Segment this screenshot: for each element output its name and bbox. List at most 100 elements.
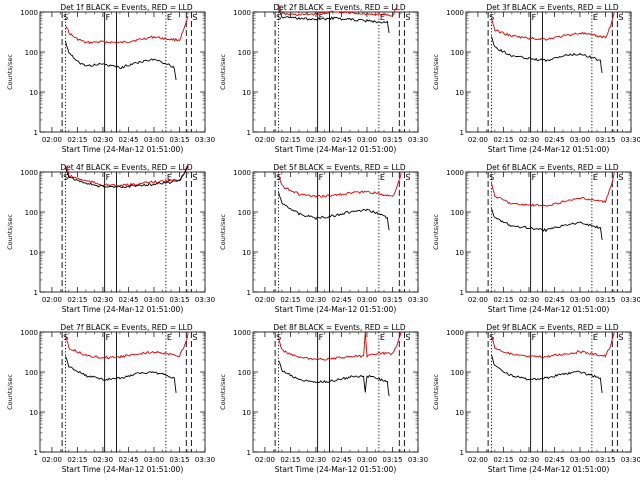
x-tick-label: 03:00	[570, 296, 590, 304]
x-axis-label: Start Time (24-Mar-12 01:51:00)	[488, 305, 610, 314]
y-tick-label: 1000	[20, 9, 38, 17]
x-tick-label: 02:30	[93, 296, 113, 304]
x-tick-label: 03:00	[144, 296, 164, 304]
time-marker-label: S	[63, 13, 68, 22]
time-marker-label: E	[167, 173, 172, 182]
x-tick-label: 02:45	[118, 456, 138, 464]
detector-panel-2: Det 2f BLACK = Events, RED = LLD 1 10 100 10…	[213, 0, 428, 160]
y-tick-label: 100	[238, 209, 251, 217]
plot-frame	[252, 11, 419, 133]
chart-title: Det 1f BLACK = Events, RED = LLD	[60, 3, 193, 12]
time-marker-label: S	[276, 333, 281, 342]
detector-panel-1: Det 1f BLACK = Events, RED = LLD 1 10 100 10…	[0, 0, 215, 160]
y-tick-label: 1	[460, 289, 464, 297]
x-tick-label: 03:30	[195, 296, 215, 304]
x-tick-label: 03:15	[382, 456, 402, 464]
x-tick-label: 02:30	[306, 296, 326, 304]
y-tick-label: 100	[451, 209, 464, 217]
y-tick-label: 1	[460, 449, 464, 457]
y-axis-label: Counts/sec	[219, 54, 227, 90]
time-marker-label: S	[489, 13, 494, 22]
x-axis-label: Start Time (24-Mar-12 01:51:00)	[488, 145, 610, 154]
time-marker-label: F	[532, 333, 537, 342]
events-series-line	[491, 354, 603, 393]
chart-title: Det 7f BLACK = Events, RED = LLD	[60, 323, 193, 332]
x-tick-label: 02:00	[42, 136, 62, 144]
x-tick-label: 03:00	[357, 456, 377, 464]
detector-panel-9: Det 9f BLACK = Events, RED = LLD 1 10 100 10…	[426, 320, 640, 480]
x-tick-label: 02:30	[519, 296, 539, 304]
detector-panel-4: Det 4f BLACK = Events, RED = LLD 1 10 100 10…	[0, 160, 215, 320]
x-tick-label: 03:00	[570, 456, 590, 464]
time-marker-label: F	[106, 333, 111, 342]
x-tick-label: 03:00	[570, 136, 590, 144]
chart-title: Det 8f BLACK = Events, RED = LLD	[273, 323, 406, 332]
x-axis-label: Start Time (24-Mar-12 01:51:00)	[62, 305, 184, 314]
chart-title: Det 2f BLACK = Events, RED = LLD	[273, 3, 406, 12]
x-tick-label: 02:15	[67, 296, 87, 304]
x-tick-label: 02:45	[331, 456, 351, 464]
time-marker-label: E	[593, 333, 598, 342]
x-tick-label: 02:15	[493, 456, 513, 464]
x-tick-label: 02:00	[42, 456, 62, 464]
y-tick-label: 100	[25, 369, 38, 377]
y-tick-label: 1000	[446, 9, 464, 17]
x-tick-label: 03:30	[408, 456, 428, 464]
time-marker-label: E	[167, 13, 172, 22]
x-tick-label: 02:00	[255, 456, 275, 464]
detector-chart-8: Det 8f BLACK = Events, RED = LLD 1 10 100 10…	[219, 323, 428, 474]
lld-series-line	[491, 333, 615, 359]
y-tick-label: 1	[460, 129, 464, 137]
y-tick-label: 100	[451, 369, 464, 377]
y-axis-label: Counts/sec	[219, 214, 227, 250]
x-tick-label: 02:30	[519, 456, 539, 464]
x-tick-label: 02:45	[331, 296, 351, 304]
detector-chart-1: Det 1f BLACK = Events, RED = LLD 1 10 100 10…	[6, 3, 215, 154]
y-tick-label: 10	[242, 249, 251, 257]
x-axis-label: Start Time (24-Mar-12 01:51:00)	[62, 465, 184, 474]
x-axis-label: Start Time (24-Mar-12 01:51:00)	[62, 145, 184, 154]
x-tick-label: 02:00	[255, 296, 275, 304]
y-tick-label: 10	[242, 409, 251, 417]
y-tick-label: 1000	[233, 329, 251, 337]
time-marker-label: S	[405, 173, 410, 182]
lld-series-line	[491, 173, 615, 207]
x-tick-label: 03:15	[169, 296, 189, 304]
x-tick-label: 03:30	[408, 136, 428, 144]
y-tick-label: 1	[34, 449, 38, 457]
time-marker-label: F	[106, 13, 111, 22]
plot-frame	[465, 171, 632, 293]
x-tick-label: 02:15	[280, 296, 300, 304]
lld-series-line	[278, 331, 402, 361]
detector-chart-7: Det 7f BLACK = Events, RED = LLD 1 10 100 10…	[6, 323, 215, 474]
y-tick-label: 1000	[20, 169, 38, 177]
x-tick-label: 03:15	[595, 136, 615, 144]
detector-panel-5: Det 5f BLACK = Events, RED = LLD 1 10 100 10…	[213, 160, 428, 320]
chart-title: Det 9f BLACK = Events, RED = LLD	[486, 323, 619, 332]
x-tick-label: 03:15	[169, 136, 189, 144]
plot-frame	[39, 171, 206, 293]
plot-frame	[252, 171, 419, 293]
lld-series-line	[491, 13, 615, 41]
x-tick-label: 03:00	[144, 456, 164, 464]
detector-chart-5: Det 5f BLACK = Events, RED = LLD 1 10 100 10…	[219, 163, 428, 314]
y-tick-label: 100	[25, 209, 38, 217]
detector-panel-6: Det 6f BLACK = Events, RED = LLD 1 10 100 10…	[426, 160, 640, 320]
y-axis-label: Counts/sec	[432, 214, 440, 250]
time-marker-label: F	[532, 173, 537, 182]
time-marker-label: F	[106, 173, 111, 182]
x-axis-label: Start Time (24-Mar-12 01:51:00)	[275, 145, 397, 154]
plot-frame	[39, 331, 206, 453]
y-tick-label: 1000	[233, 9, 251, 17]
y-tick-label: 1	[247, 449, 251, 457]
y-tick-label: 10	[29, 409, 38, 417]
time-marker-label: S	[618, 333, 623, 342]
time-marker-label: F	[319, 333, 324, 342]
y-tick-label: 10	[29, 249, 38, 257]
x-tick-label: 02:45	[118, 296, 138, 304]
x-tick-label: 03:30	[408, 296, 428, 304]
x-tick-label: 02:30	[306, 456, 326, 464]
time-marker-label: F	[532, 13, 537, 22]
y-tick-label: 1000	[446, 169, 464, 177]
x-tick-label: 02:15	[493, 136, 513, 144]
